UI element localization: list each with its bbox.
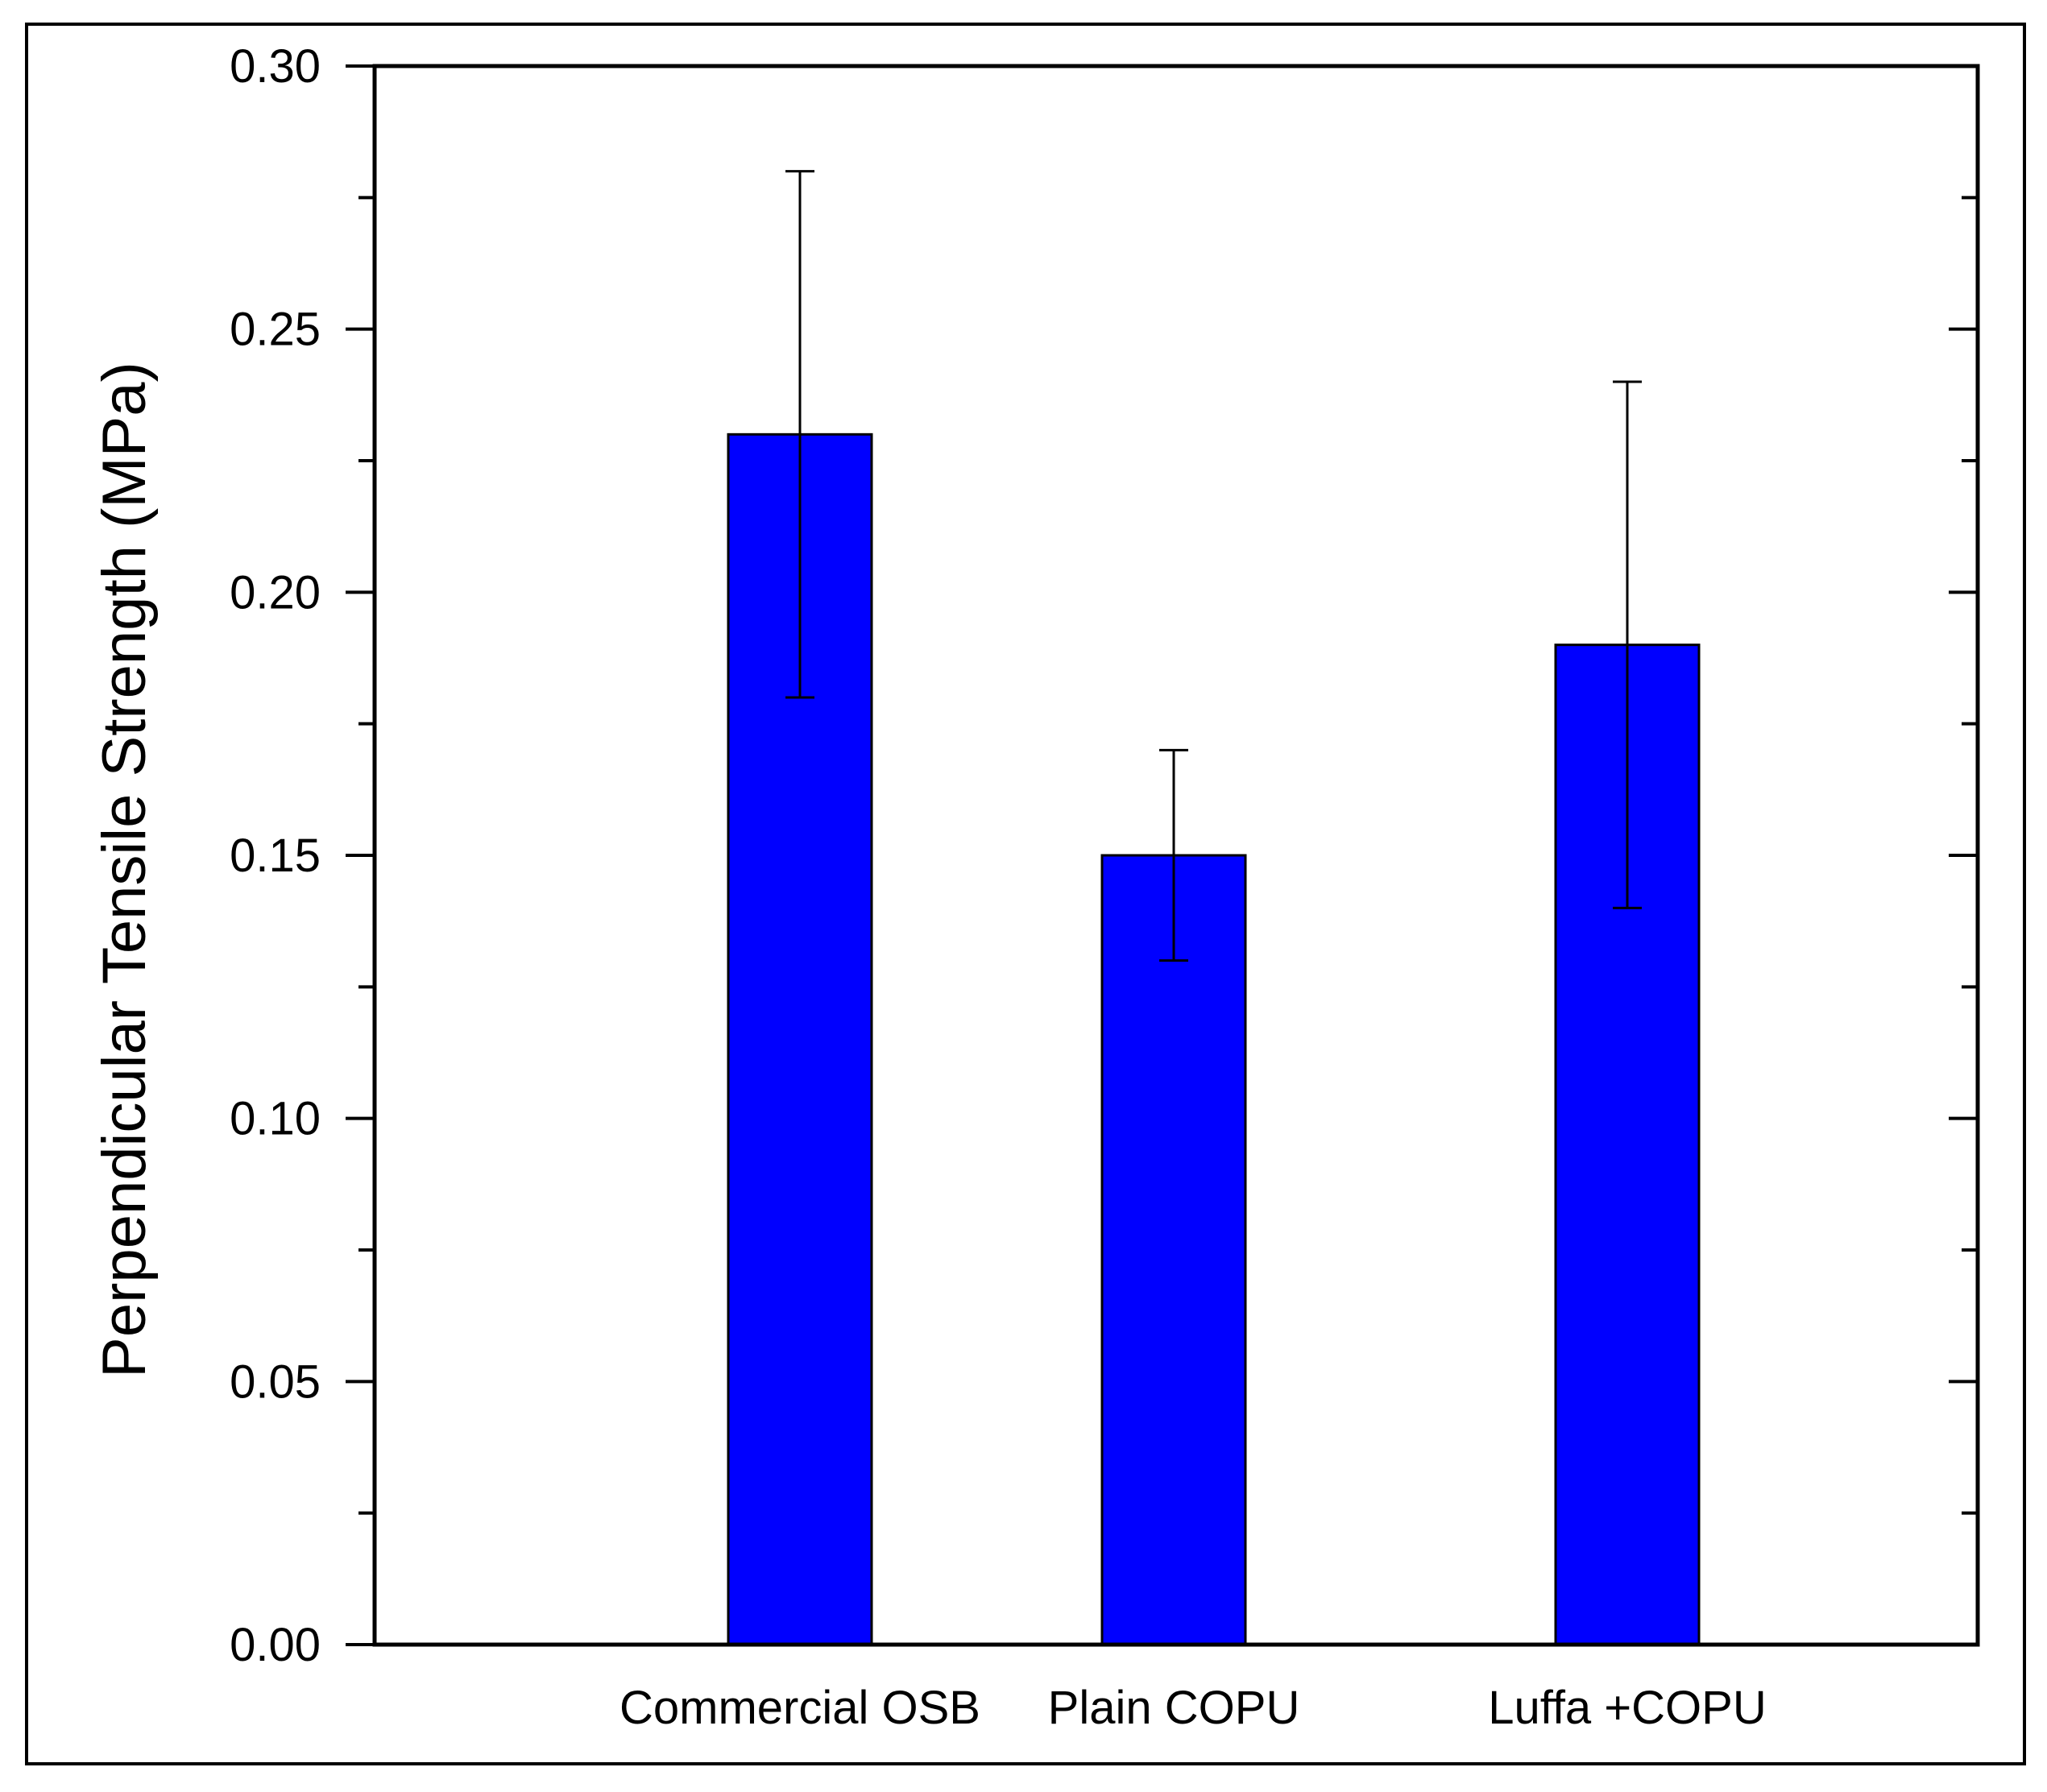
y-tick-label: 0.25 <box>230 304 321 356</box>
y-axis-ticks <box>346 64 1978 1646</box>
y-axis-title: Perpendicular Tensile Strength (MPa) <box>90 362 159 1378</box>
y-tick-label: 0.20 <box>230 566 321 619</box>
bar-plain-copu <box>1100 854 1247 1646</box>
x-tick-label: Plain COPU <box>1048 1682 1300 1734</box>
y-tick-label: 0.30 <box>230 40 321 93</box>
error-bar-2 <box>1159 748 1188 962</box>
y-tick-label: 0.05 <box>230 1355 321 1408</box>
error-bars-group <box>785 170 1642 962</box>
error-bar-3 <box>1613 380 1642 909</box>
x-tick-label: Commercial OSB <box>619 1682 980 1734</box>
outer-frame <box>25 23 2026 1765</box>
x-tick-label: Luffa +COPU <box>1488 1682 1767 1734</box>
x-axis-tick-labels: Commercial OSB Plain COPU Luffa +COPU <box>619 1682 1767 1734</box>
y-axis-tick-labels: 0.00 0.05 0.10 0.15 0.20 0.25 0.30 <box>230 40 321 1671</box>
y-tick-label: 0.15 <box>230 830 321 882</box>
y-tick-label: 0.10 <box>230 1093 321 1145</box>
y-tick-label: 0.00 <box>230 1619 321 1671</box>
error-bar-1 <box>785 170 814 699</box>
